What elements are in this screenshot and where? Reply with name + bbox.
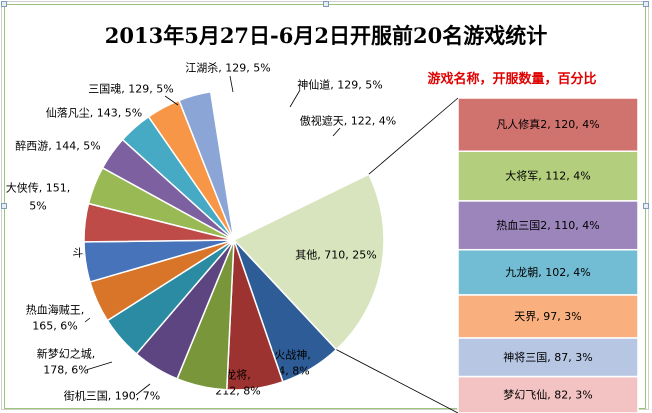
leader-line bbox=[135, 383, 151, 396]
bar-segment-label: 梦幻飞仙, 82, 3% bbox=[503, 388, 592, 401]
leader-line bbox=[164, 95, 179, 106]
chart-subtitle: 游戏名称，开服数量，百分比 bbox=[427, 72, 597, 87]
resize-handle-top[interactable] bbox=[323, 1, 329, 7]
bar-segment bbox=[457, 294, 639, 339]
pie-slice-label: 5% bbox=[29, 200, 46, 213]
bar-segment bbox=[457, 248, 639, 296]
pie-slice bbox=[178, 90, 235, 241]
bar-segment bbox=[457, 97, 639, 152]
bar-segment-label: 凡人修真2, 120, 4% bbox=[496, 117, 599, 131]
pie-slice bbox=[232, 173, 385, 351]
pie-slice-label: 神仙道, 129, 5% bbox=[297, 78, 382, 92]
resize-handle-right[interactable] bbox=[643, 203, 649, 209]
bar-segment-label: 天界, 97, 3% bbox=[514, 310, 581, 323]
pie-slice-label: 醉西游, 144, 5% bbox=[15, 139, 100, 153]
bar-segment-label: 大将军, 112, 4% bbox=[505, 169, 590, 183]
bar-segment-label: 神将三国, 87, 3% bbox=[503, 350, 592, 364]
resize-handle-top-left[interactable] bbox=[1, 1, 7, 7]
bar-segment bbox=[457, 200, 639, 251]
bar-segment-label: 热血三国2, 110, 4% bbox=[496, 218, 599, 232]
leader-line bbox=[84, 317, 91, 323]
leader-line bbox=[289, 89, 301, 108]
pie-slice-label: 傲视遮天, 122, 4% bbox=[300, 114, 396, 128]
pie-slice-label: 江湖杀, 129, 5% bbox=[185, 61, 270, 75]
pie-slice-label: 其他, 710, 25% bbox=[295, 249, 376, 262]
pie-slice-label: 178, 6% bbox=[43, 364, 88, 377]
resize-handle-left[interactable] bbox=[1, 203, 7, 209]
leader-line bbox=[332, 127, 341, 137]
pie-slice-label: 165, 6% bbox=[32, 320, 77, 333]
pie-slice-label: 新梦幻之城, bbox=[37, 347, 96, 361]
bar-segment-label: 九龙朝, 102, 4% bbox=[505, 266, 590, 279]
resize-handle-top-right[interactable] bbox=[643, 1, 649, 7]
pie-slice-label: 街机三国, 190, 7% bbox=[64, 389, 160, 403]
pie-slice-label: 热血海贼王, bbox=[26, 303, 85, 317]
pie-slice-label: 仙落凡尘, 143, 5% bbox=[46, 107, 142, 120]
pie-slice-label: 大侠传, 151, bbox=[6, 181, 71, 195]
connector-line bbox=[336, 349, 459, 413]
chart-title: 2013年5月27日-6月2日开服前20名游戏统计 bbox=[104, 23, 548, 48]
leader-line bbox=[85, 361, 113, 371]
pie-slice-label: 三国魂, 129, 5% bbox=[88, 83, 173, 96]
bar-segment bbox=[457, 337, 639, 378]
leader-line bbox=[229, 75, 234, 93]
pie-slice-label: 龙将, bbox=[225, 369, 251, 382]
connector-line bbox=[368, 97, 459, 175]
